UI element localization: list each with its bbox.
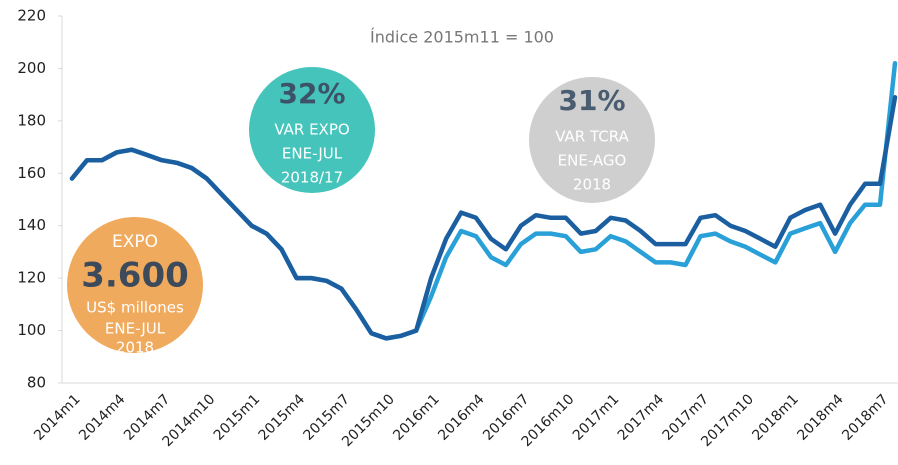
annotation-text: 2018/17: [281, 169, 343, 187]
annotation-text: ENE-JUL: [105, 320, 166, 338]
x-tick-label: 2014m1: [31, 391, 83, 443]
chart-subtitle: Índice 2015m11 = 100: [370, 28, 554, 47]
y-tick-label: 160: [17, 164, 46, 182]
x-tick-label: 2015m1: [211, 391, 263, 443]
y-tick-label: 180: [17, 111, 46, 129]
y-tick-label: 100: [17, 321, 46, 339]
series-line: [69, 95, 898, 341]
bubble: [529, 77, 655, 203]
y-tick-label: 80: [27, 374, 46, 392]
annotation-text: 3.600: [81, 256, 189, 296]
x-tick-label: 2015m4: [256, 391, 309, 444]
x-tick-label: 2018m1: [749, 391, 801, 443]
x-tick-label: 2017m1: [570, 391, 622, 443]
x-tick-label: 2018m4: [794, 391, 847, 444]
annotation-text: ENE-AGO: [558, 152, 627, 170]
y-tick-label: 200: [17, 59, 46, 77]
annotation-text: VAR EXPO: [274, 121, 349, 139]
annotation-text: US$ millones: [86, 299, 184, 317]
annotation-text: 2018: [116, 339, 154, 357]
annotation-text: 31%: [558, 84, 625, 117]
annotation-text: EXPO: [112, 232, 158, 252]
annotation-text: 32%: [278, 77, 345, 110]
x-tick-label: 2016m4: [435, 391, 488, 444]
x-tick-label: 2014m4: [76, 391, 129, 444]
bubble: [249, 67, 375, 193]
y-tick-label: 140: [17, 216, 46, 234]
annotation-bubble: 32% VAR EXPO ENE-JUL 2018/17: [249, 67, 375, 193]
x-tick-label: 2017m4: [615, 391, 668, 444]
annotation-bubble: 31% VAR TCRA ENE-AGO 2018: [529, 77, 655, 203]
x-tick-label: 2018m7: [839, 391, 891, 443]
annotation-text: ENE-JUL: [282, 145, 343, 163]
y-tick-label: 120: [17, 269, 46, 287]
annotation-text: VAR TCRA: [555, 128, 629, 146]
x-tick-label: 2016m1: [390, 391, 442, 443]
y-tick-label: 220: [17, 7, 46, 25]
bubble: [67, 217, 203, 353]
annotation-text: 2018: [573, 176, 611, 194]
